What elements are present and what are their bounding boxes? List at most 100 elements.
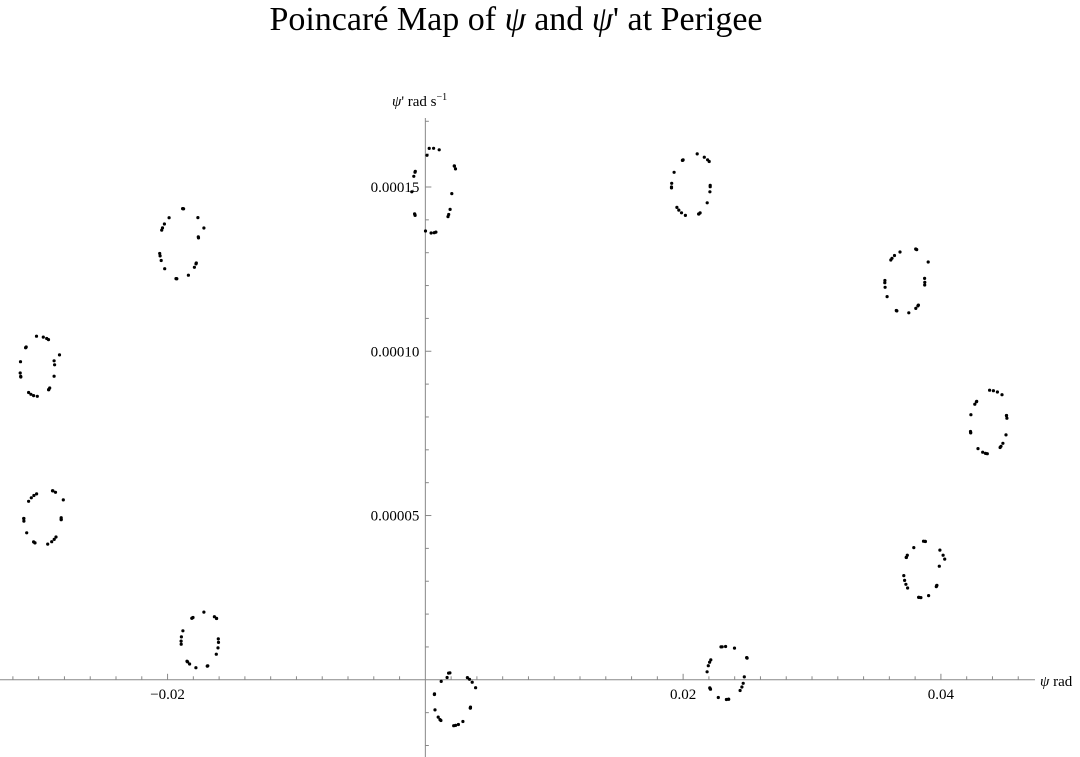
data-point: [434, 230, 438, 234]
y-axis-symbol: ψ: [392, 94, 402, 110]
data-point: [46, 542, 50, 546]
data-point: [991, 389, 996, 393]
data-point: [988, 388, 992, 392]
data-point: [202, 610, 206, 614]
data-point: [724, 644, 728, 649]
title-part: and: [525, 1, 592, 38]
data-point: [916, 303, 921, 307]
data-point: [167, 216, 171, 220]
data-point: [903, 578, 907, 583]
data-point: [437, 148, 441, 152]
data-point: [447, 212, 451, 217]
data-point: [937, 564, 941, 568]
data-point: [205, 664, 209, 668]
data-point: [181, 629, 185, 633]
data-point: [923, 539, 928, 544]
data-point: [1005, 416, 1009, 420]
data-point: [61, 498, 65, 502]
data-point: [159, 258, 163, 263]
data-point: [705, 201, 709, 205]
data-point: [708, 686, 712, 690]
data-point: [162, 222, 166, 226]
data-point: [672, 170, 676, 174]
data-point: [1001, 441, 1005, 445]
data-point: [923, 276, 927, 280]
data-point: [670, 181, 674, 185]
tick-labels: −0.02 0.02 0.04 0.00005 0.00010 0.00015: [150, 180, 954, 703]
data-point: [52, 374, 56, 378]
y-tick-label: 0.00005: [371, 509, 420, 525]
data-point: [50, 540, 54, 544]
data-point: [188, 662, 192, 666]
data-point: [179, 639, 183, 643]
data-point: [41, 335, 45, 339]
data-point: [708, 660, 712, 664]
data-point: [452, 164, 456, 168]
data-point: [33, 541, 37, 545]
data-point: [427, 146, 431, 150]
data-point: [186, 273, 190, 277]
data-point: [423, 229, 428, 233]
data-point: [163, 267, 167, 271]
data-point: [914, 247, 918, 251]
data-point: [57, 353, 62, 357]
data-point: [883, 285, 887, 289]
data-point: [708, 185, 712, 189]
data-point: [22, 516, 26, 521]
title-part: ' at Perigee: [612, 1, 763, 38]
data-point: [413, 213, 417, 217]
data-point: [702, 155, 706, 159]
data-point: [29, 496, 33, 500]
data-point: [445, 675, 449, 680]
data-point: [454, 723, 458, 728]
data-point: [706, 158, 710, 162]
title-part: ψ: [504, 1, 526, 38]
data-point: [433, 708, 437, 712]
y-tick-label: 0.00015: [371, 180, 420, 196]
y-tick-label: 0.00010: [371, 344, 420, 360]
data-point: [943, 557, 947, 561]
data-point: [883, 281, 887, 285]
data-point: [52, 359, 56, 363]
x-tick-label: 0.04: [928, 687, 955, 703]
data-point: [29, 392, 33, 396]
data-point: [22, 519, 26, 523]
data-point: [1004, 414, 1009, 418]
data-point: [194, 666, 198, 670]
data-point: [885, 295, 889, 299]
data-point: [216, 640, 221, 645]
x-axis-label: ψ rad: [1040, 674, 1073, 690]
data-point: [59, 518, 63, 522]
data-point: [683, 213, 688, 217]
data-point: [705, 670, 709, 674]
data-point: [158, 254, 162, 258]
data-point: [898, 250, 902, 254]
title-part: Poincaré Map of: [269, 1, 505, 38]
data-point: [24, 345, 28, 349]
data-point: [741, 681, 745, 685]
data-point: [697, 212, 701, 216]
data-point: [436, 715, 440, 719]
data-point: [34, 334, 39, 338]
data-point: [923, 280, 927, 284]
data-point: [181, 207, 185, 211]
data-point: [706, 664, 710, 668]
data-point: [745, 656, 749, 660]
data-point: [18, 360, 23, 364]
data-point: [742, 675, 746, 679]
data-point: [439, 718, 443, 723]
data-point: [1000, 393, 1004, 397]
data-point: [53, 490, 58, 494]
data-point: [923, 283, 927, 287]
data-point: [461, 719, 465, 724]
data-point: [902, 574, 906, 578]
data-point: [976, 447, 980, 451]
data-point: [27, 390, 31, 395]
data-point: [439, 679, 443, 684]
data-point: [889, 258, 893, 262]
data-point: [941, 553, 945, 557]
data-point: [914, 306, 918, 310]
data-point: [32, 493, 36, 498]
y-axis-exponent: −1: [437, 92, 448, 103]
